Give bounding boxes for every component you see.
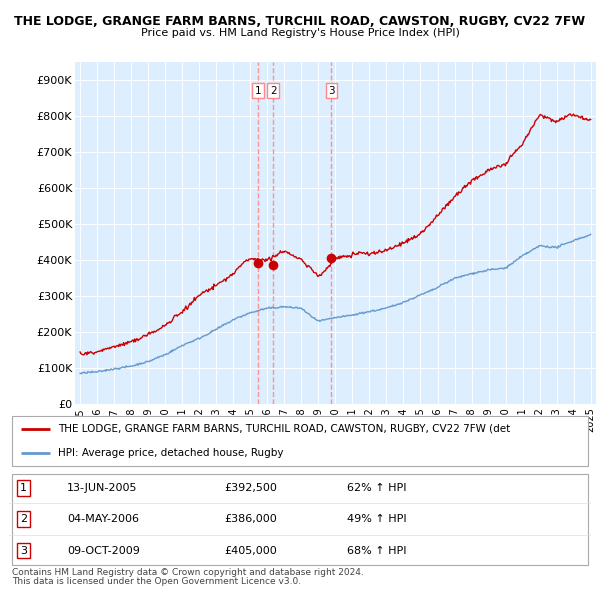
Text: £405,000: £405,000	[224, 546, 277, 556]
Text: £392,500: £392,500	[224, 483, 277, 493]
Text: 62% ↑ HPI: 62% ↑ HPI	[347, 483, 406, 493]
Text: 3: 3	[328, 86, 335, 96]
Text: 2: 2	[270, 86, 277, 96]
Text: 68% ↑ HPI: 68% ↑ HPI	[347, 546, 406, 556]
Text: This data is licensed under the Open Government Licence v3.0.: This data is licensed under the Open Gov…	[12, 577, 301, 586]
Text: HPI: Average price, detached house, Rugby: HPI: Average price, detached house, Rugb…	[58, 448, 284, 458]
Text: Price paid vs. HM Land Registry's House Price Index (HPI): Price paid vs. HM Land Registry's House …	[140, 28, 460, 38]
Text: 1: 1	[20, 483, 27, 493]
FancyBboxPatch shape	[12, 416, 588, 466]
Text: 49% ↑ HPI: 49% ↑ HPI	[347, 514, 406, 524]
Text: 3: 3	[20, 546, 27, 556]
Text: 1: 1	[254, 86, 261, 96]
Text: 2: 2	[20, 514, 27, 524]
Text: THE LODGE, GRANGE FARM BARNS, TURCHIL ROAD, CAWSTON, RUGBY, CV22 7FW: THE LODGE, GRANGE FARM BARNS, TURCHIL RO…	[14, 15, 586, 28]
Text: £386,000: £386,000	[224, 514, 277, 524]
Text: Contains HM Land Registry data © Crown copyright and database right 2024.: Contains HM Land Registry data © Crown c…	[12, 568, 364, 576]
FancyBboxPatch shape	[12, 474, 588, 565]
Text: 04-MAY-2006: 04-MAY-2006	[67, 514, 139, 524]
Text: 09-OCT-2009: 09-OCT-2009	[67, 546, 140, 556]
Text: THE LODGE, GRANGE FARM BARNS, TURCHIL ROAD, CAWSTON, RUGBY, CV22 7FW (det: THE LODGE, GRANGE FARM BARNS, TURCHIL RO…	[58, 424, 511, 434]
Text: 13-JUN-2005: 13-JUN-2005	[67, 483, 138, 493]
